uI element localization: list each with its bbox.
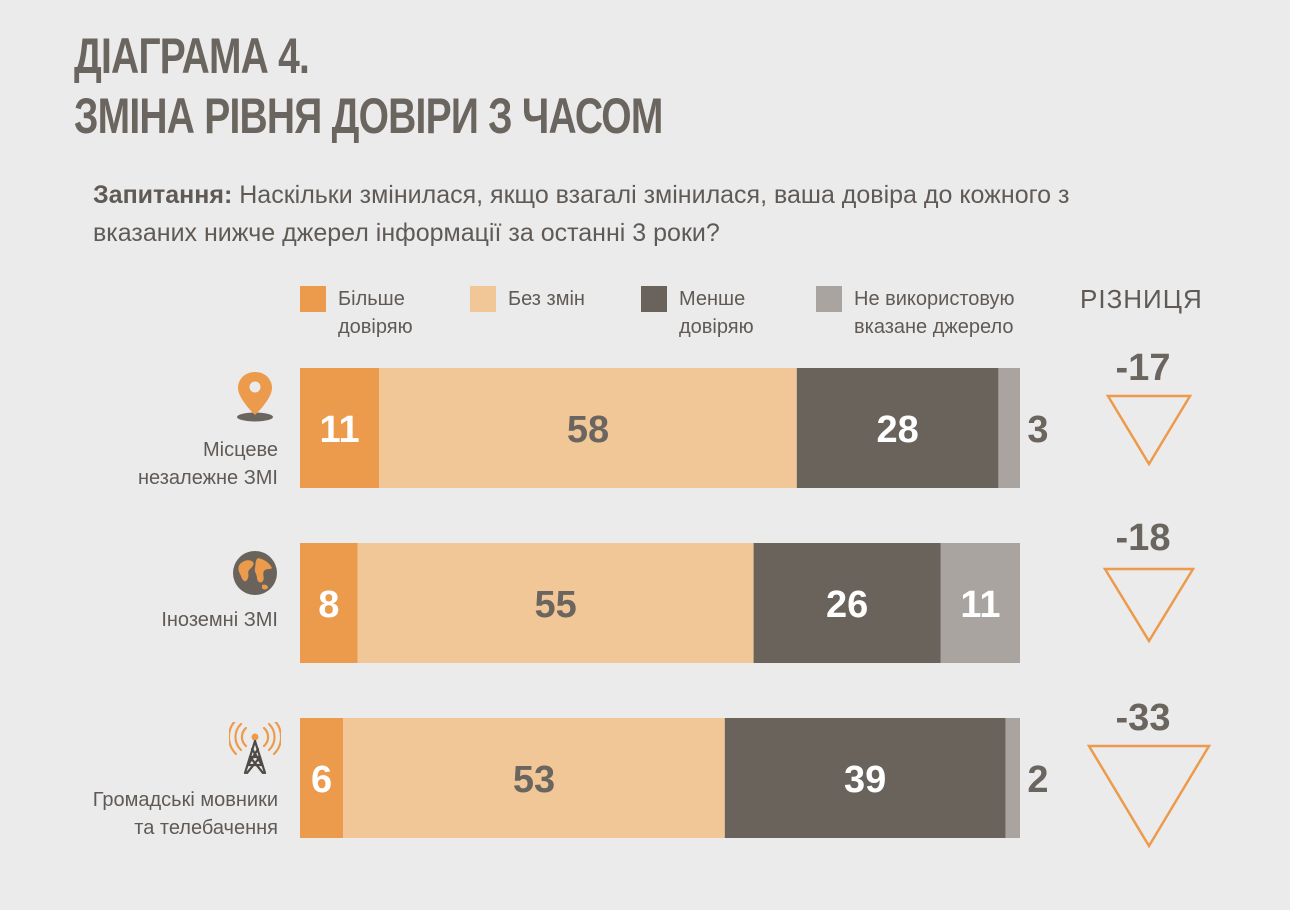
data-label-no-change-row-1: 58 xyxy=(567,409,609,451)
difference-triangle-row-1 xyxy=(1105,394,1193,467)
chart-title-line-2: ЗМІНА РІВНЯ ДОВІРИ З ЧАСОМ xyxy=(74,88,663,144)
bar-segment-no-change-row-1 xyxy=(379,368,797,488)
data-label-less-trust-row-3: 39 xyxy=(844,759,886,801)
legend-swatch-more-trust xyxy=(300,286,326,312)
category-label-local-media: Місцеве незалежне ЗМІ xyxy=(138,439,278,489)
data-label-no-change-row-2: 55 xyxy=(534,584,576,626)
difference-value-row-3: -33 xyxy=(1116,697,1171,739)
bar-segment-more-trust-row-1 xyxy=(300,368,380,488)
chart-title-line-1: ДІАГРАМА 4. xyxy=(74,28,310,84)
data-label-more-trust-row-2: 8 xyxy=(318,584,339,626)
legend-item-not-used: Не використовую вказане джерело xyxy=(816,285,1015,341)
legend-swatch-no-change xyxy=(470,286,496,312)
legend-label-not-used: Не використовую вказане джерело xyxy=(854,288,1015,338)
legend-label-more-trust: Більше довіряю xyxy=(338,288,413,338)
bar-segment-less-trust-row-1 xyxy=(796,368,999,488)
bar-segment-more-trust-row-2 xyxy=(300,543,358,663)
category-label-foreign-media: Іноземні ЗМІ xyxy=(161,609,278,631)
bar-segment-not-used-row-2 xyxy=(940,543,1020,663)
legend-label-no-change: Без змін xyxy=(508,288,585,310)
bar-segment-not-used-row-3 xyxy=(1005,718,1020,838)
data-label-no-change-row-3: 53 xyxy=(513,759,555,801)
data-label-less-trust-row-1: 28 xyxy=(876,409,918,451)
globe-icon xyxy=(233,551,277,595)
bar-segment-more-trust-row-3 xyxy=(300,718,344,838)
difference-triangle-row-2 xyxy=(1102,567,1196,644)
data-label-less-trust-row-2: 26 xyxy=(826,584,868,626)
bar-segment-less-trust-row-2 xyxy=(753,543,941,663)
legend-item-no-change: Без змін xyxy=(470,285,585,313)
legend-label-less-trust: Менше довіряю xyxy=(679,288,754,338)
data-label-not-used-row-3: 2 xyxy=(1027,759,1048,801)
difference-triangle-row-3 xyxy=(1086,744,1212,849)
legend-item-less-trust: Менше довіряю xyxy=(641,285,754,341)
bar-segment-no-change-row-3 xyxy=(343,718,725,838)
data-label-not-used-row-2: 11 xyxy=(960,584,1000,626)
location-pin-icon xyxy=(237,372,273,422)
data-label-more-trust-row-1: 11 xyxy=(320,409,360,451)
category-label-public-broadcasters: Громадські мовники та телебачення xyxy=(92,789,278,839)
data-label-more-trust-row-3: 6 xyxy=(311,759,332,801)
bar-segment-no-change-row-2 xyxy=(357,543,754,663)
data-label-not-used-row-1: 3 xyxy=(1027,409,1048,451)
question-text: Запитання: Наскільки змінилася, якщо вза… xyxy=(93,176,1153,252)
difference-value-row-2: -18 xyxy=(1116,517,1171,559)
difference-header: РІЗНИЦЯ xyxy=(1080,284,1203,314)
legend-swatch-not-used xyxy=(816,286,842,312)
question-label: Запитання: xyxy=(93,181,233,209)
question-body: Наскільки змінилася, якщо взагалі змінил… xyxy=(93,181,1070,247)
bar-segment-not-used-row-1 xyxy=(998,368,1020,488)
bar-segment-less-trust-row-3 xyxy=(724,718,1006,838)
legend-item-more-trust: Більше довіряю xyxy=(300,285,413,341)
broadcast-tower-icon xyxy=(229,722,281,774)
legend-swatch-less-trust xyxy=(641,286,667,312)
difference-value-row-1: -17 xyxy=(1116,347,1171,389)
